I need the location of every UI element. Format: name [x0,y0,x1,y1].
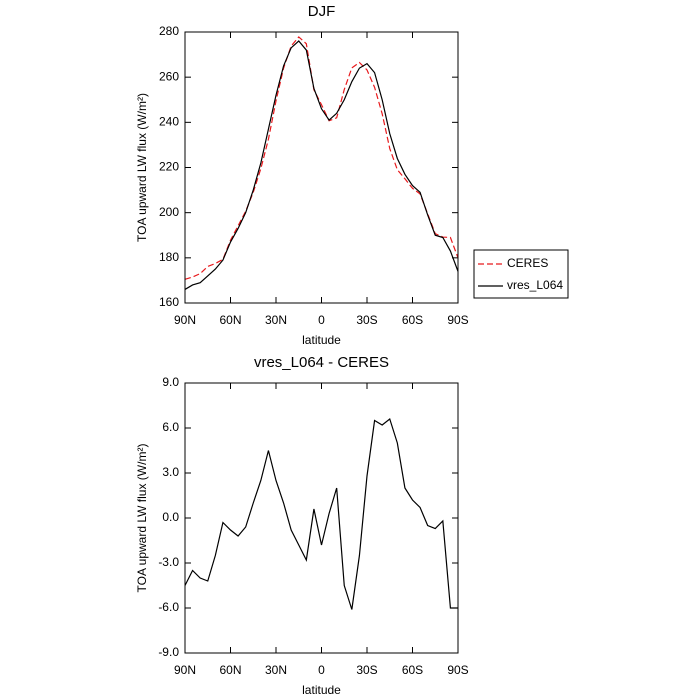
y-tick-label: 180 [159,250,179,264]
chart-title: DJF [308,3,336,20]
y-axis-label: TOA upward LW flux (W/m²) [135,444,149,593]
x-tick-label: 30N [265,313,287,327]
x-axis-label: latitude [302,333,341,347]
y-tick-label: 240 [159,115,179,129]
y-tick-label: -3.0 [158,555,179,569]
x-tick-label: 0 [318,663,325,677]
legend-box [473,249,569,299]
y-tick-label: 3.0 [162,465,179,479]
data-line [184,40,459,290]
data-line [184,417,458,610]
x-tick-label: 30N [265,663,287,677]
plot-frame [184,382,459,654]
legend-label: vres_L064 [507,278,563,292]
x-tick-label: 60N [219,313,241,327]
x-tick-label: 90N [174,313,196,327]
x-tick-label: 60N [219,663,241,677]
chart-title: vres_L064 - CERES [254,354,389,371]
y-tick-label: 220 [159,160,179,174]
x-tick-label: 60S [402,663,423,677]
x-tick-label: 90N [174,663,196,677]
y-tick-label: -6.0 [158,600,179,614]
x-tick-label: 90S [447,313,468,327]
y-tick-label: 0.0 [162,510,179,524]
y-tick-label: 280 [159,24,179,38]
y-tick-label: 160 [159,295,179,309]
y-tick-label: 9.0 [162,375,179,389]
y-axis-label: TOA upward LW flux (W/m²) [135,93,149,242]
plot-frame [184,31,459,304]
x-tick-label: 60S [402,313,423,327]
legend-label: CERES [507,256,548,270]
y-tick-label: 200 [159,205,179,219]
data-line [184,36,459,280]
x-tick-label: 90S [447,663,468,677]
x-tick-label: 30S [356,663,377,677]
x-tick-label: 30S [356,313,377,327]
x-tick-label: 0 [318,313,325,327]
x-axis-label: latitude [302,683,341,697]
y-tick-label: 260 [159,69,179,83]
y-tick-label: 6.0 [162,420,179,434]
y-tick-label: -9.0 [158,645,179,659]
